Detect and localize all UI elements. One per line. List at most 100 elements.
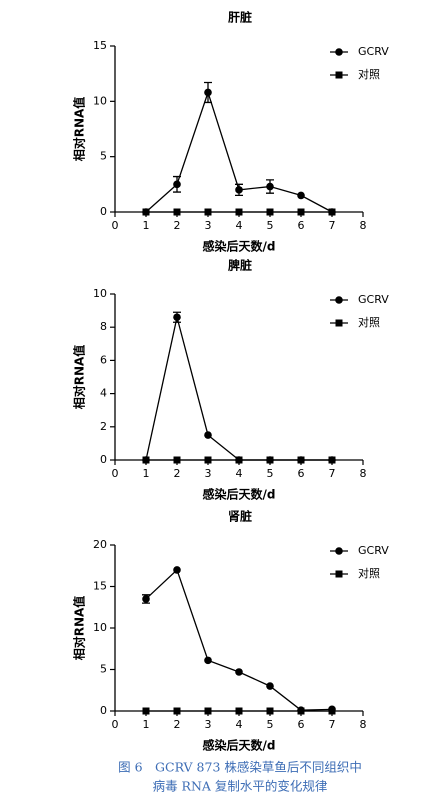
caption-line: 图 6 GCRV 873 株感染草鱼后不同组织中 (118, 760, 362, 775)
legend-marker (335, 547, 343, 555)
marker (235, 707, 243, 715)
marker (235, 208, 243, 216)
x-tick-label: 7 (329, 219, 336, 232)
x-tick-label: 1 (143, 467, 150, 480)
marker (266, 456, 274, 464)
y-axis-label: 相对RNA值 (72, 97, 87, 162)
x-tick-label: 5 (267, 718, 274, 731)
y-tick-label: 0 (100, 205, 107, 218)
legend-label: 对照 (358, 566, 380, 580)
marker (173, 208, 181, 216)
marker (266, 682, 274, 690)
marker (173, 313, 181, 322)
y-tick-label: 8 (100, 320, 107, 333)
x-tick-label: 7 (329, 467, 336, 480)
x-tick-label: 7 (329, 718, 336, 731)
x-tick-label: 3 (205, 467, 212, 480)
marker (266, 208, 274, 216)
marker (204, 456, 212, 464)
x-tick-label: 1 (143, 219, 150, 232)
marker (204, 431, 212, 439)
marker (204, 707, 212, 715)
marker (173, 707, 181, 715)
y-tick-label: 5 (100, 663, 107, 676)
marker (235, 668, 243, 676)
y-tick-label: 10 (93, 94, 107, 107)
x-tick-label: 4 (236, 718, 243, 731)
x-tick-label: 6 (298, 467, 305, 480)
marker (173, 180, 181, 189)
y-tick-label: 20 (93, 538, 107, 551)
chart-title: 肝脏 (228, 10, 252, 25)
marker (173, 566, 181, 574)
marker (142, 456, 150, 464)
marker (204, 656, 212, 665)
legend-label: 对照 (358, 67, 380, 81)
y-tick-label: 15 (93, 39, 107, 52)
x-tick-label: 2 (174, 219, 181, 232)
x-tick-label: 5 (267, 219, 274, 232)
legend-marker (335, 71, 343, 79)
x-tick-label: 0 (112, 467, 119, 480)
marker (266, 707, 274, 715)
x-tick-label: 0 (112, 219, 119, 232)
marker (142, 707, 150, 715)
legend-marker (335, 319, 343, 327)
marker (173, 456, 181, 464)
x-axis-label: 感染后天数/d (203, 738, 276, 753)
x-tick-label: 4 (236, 467, 243, 480)
marker (297, 191, 305, 200)
x-tick-label: 5 (267, 467, 274, 480)
legend-label: GCRV (358, 544, 389, 557)
chart-title: 脾脏 (228, 258, 252, 273)
y-tick-label: 5 (100, 150, 107, 163)
marker (297, 208, 305, 216)
marker (235, 186, 243, 194)
x-tick-label: 2 (174, 467, 181, 480)
marker (235, 456, 243, 464)
y-tick-label: 10 (93, 621, 107, 634)
marker (328, 208, 336, 216)
marker (204, 88, 212, 97)
y-tick-label: 0 (100, 704, 107, 717)
y-axis-label: 相对RNA值 (72, 345, 87, 410)
x-tick-label: 8 (360, 219, 367, 232)
x-tick-label: 3 (205, 219, 212, 232)
x-tick-label: 8 (360, 467, 367, 480)
marker (266, 182, 274, 191)
y-tick-label: 0 (100, 453, 107, 466)
marker (142, 595, 150, 603)
y-tick-label: 4 (100, 387, 107, 400)
marker (297, 707, 305, 715)
marker (142, 208, 150, 216)
x-tick-label: 3 (205, 718, 212, 731)
legend-label: GCRV (358, 45, 389, 58)
legend-label: 对照 (358, 315, 380, 329)
x-axis-label: 感染后天数/d (203, 239, 276, 254)
x-tick-label: 4 (236, 219, 243, 232)
caption-line: 病毒 RNA 复制水平的变化规律 (153, 779, 328, 794)
legend-marker (335, 570, 343, 578)
y-tick-label: 6 (100, 353, 107, 366)
x-tick-label: 1 (143, 718, 150, 731)
y-tick-label: 15 (93, 580, 107, 593)
chart-title: 肾脏 (228, 509, 252, 524)
x-tick-label: 8 (360, 718, 367, 731)
marker (297, 456, 305, 464)
marker (328, 456, 336, 464)
x-tick-label: 6 (298, 718, 305, 731)
marker (328, 707, 336, 715)
legend-label: GCRV (358, 293, 389, 306)
y-tick-label: 10 (93, 287, 107, 300)
legend-marker (335, 296, 343, 304)
x-axis-label: 感染后天数/d (203, 487, 276, 502)
x-tick-label: 6 (298, 219, 305, 232)
legend-marker (335, 48, 343, 56)
y-tick-label: 2 (100, 420, 107, 433)
y-axis-label: 相对RNA值 (72, 596, 87, 661)
